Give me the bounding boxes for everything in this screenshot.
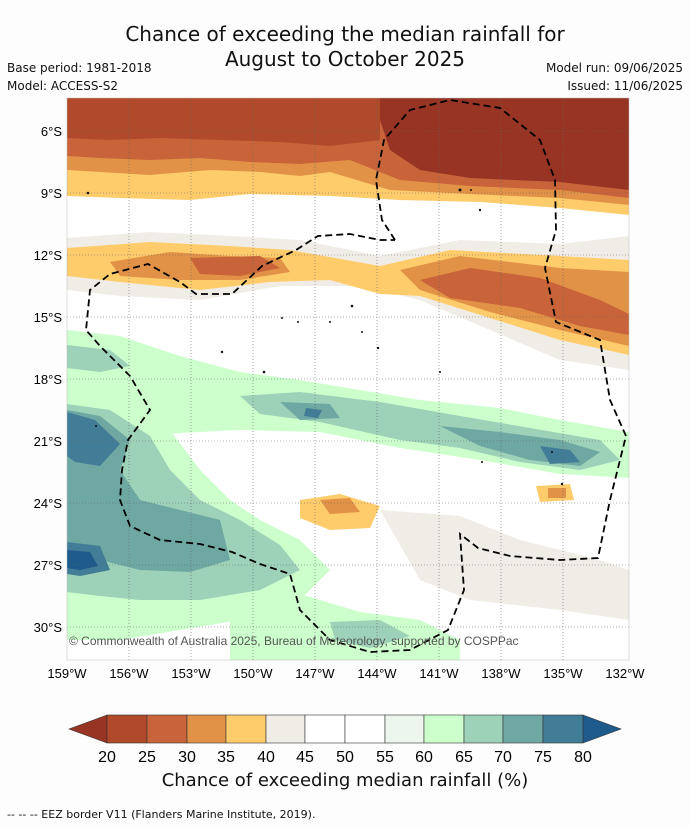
- wet-west-75: [67, 412, 120, 576]
- wet-band-75: [304, 408, 580, 464]
- base-period: Base period: 1981-2018: [7, 61, 152, 75]
- colorbar-bin: [344, 714, 386, 744]
- dry-band-20: [380, 98, 629, 190]
- lat-label: 6°S: [41, 124, 62, 139]
- colorbar-bin: [186, 714, 227, 744]
- islands: [86, 188, 564, 486]
- lon-label: 141°W: [419, 666, 459, 681]
- lon-label: 135°W: [543, 666, 583, 681]
- lon-label: 144°W: [357, 666, 397, 681]
- colorbar-tick: 50: [336, 749, 354, 766]
- lon-label: 159°W: [47, 666, 87, 681]
- colorbar-tick: 80: [574, 749, 592, 766]
- colorbar-low-extend: [68, 714, 108, 744]
- colorbar-bin: [225, 714, 267, 744]
- lon-label: 138°W: [481, 666, 521, 681]
- lat-label: 12°S: [34, 248, 63, 263]
- colorbar-bin: [304, 714, 346, 744]
- colorbar-bin: [542, 714, 584, 744]
- lat-label: 21°S: [34, 434, 63, 449]
- colorbar-bin: [463, 714, 504, 744]
- rainfall-field: [67, 98, 629, 660]
- dry-band-mid-25: [190, 256, 629, 335]
- colorbar-bin: [384, 714, 425, 744]
- lon-label: 153°W: [171, 666, 211, 681]
- map-frame: [66, 97, 630, 661]
- meta-right: Model run: 09/06/2025 Issued: 11/06/2025: [546, 59, 683, 95]
- colorbar-tick: 35: [217, 749, 235, 766]
- colorbar-tick: 45: [296, 749, 314, 766]
- colorbar-tick: 55: [376, 749, 394, 766]
- title-line-1: Chance of exceeding the median rainfall …: [125, 22, 565, 46]
- wet-west-80: [67, 550, 98, 570]
- neutral-patch-south: [380, 510, 629, 620]
- dry-band-west: [67, 98, 380, 146]
- eez-legend-note: -- -- -- EEZ border V11 (Flanders Marine…: [7, 808, 316, 821]
- lon-label: 156°W: [109, 666, 149, 681]
- lat-label: 27°S: [34, 558, 63, 573]
- colorbar-tick: 75: [534, 749, 552, 766]
- colorbar-tick: 60: [415, 749, 433, 766]
- lon-label: 132°W: [605, 666, 645, 681]
- colorbar-high-extend: [582, 714, 622, 744]
- lat-label: 24°S: [34, 496, 63, 511]
- eez-border: [85, 99, 627, 653]
- meta-left: Base period: 1981-2018 Model: ACCESS-S2: [7, 59, 152, 95]
- colorbar-bin: [502, 714, 544, 744]
- colorbar-tick: 25: [138, 749, 156, 766]
- colorbar: [68, 714, 622, 744]
- model-run: Model run: 09/06/2025: [545, 61, 683, 75]
- wet-band-70: [280, 402, 600, 466]
- lat-label: 15°S: [34, 310, 63, 325]
- colorbar-bin: [146, 714, 188, 744]
- colorbar-ticks: 20 25 30 35 40 45 50 55 60 65 70 75 80: [98, 749, 592, 766]
- title-line-2: August to October 2025: [224, 47, 466, 71]
- map-title: Chance of exceeding the median rainfall …: [0, 22, 690, 72]
- latitude-labels: 6°S 9°S 12°S 15°S 18°S 21°S 24°S 27°S 30…: [34, 124, 63, 635]
- copyright-notice: © Commonwealth of Australia 2025, Bureau…: [69, 634, 519, 648]
- colorbar-tick: 30: [178, 749, 196, 766]
- colorbar-tick: 40: [257, 749, 275, 766]
- lat-label: 30°S: [34, 620, 63, 635]
- colorbar-tick: 70: [494, 749, 512, 766]
- graticule: [67, 98, 629, 660]
- colorbar-bin: [265, 714, 306, 744]
- colorbar-tick: 20: [98, 749, 116, 766]
- dry-patch-24s-30: [320, 488, 566, 514]
- colorbar-bin: [423, 714, 465, 744]
- longitude-labels: 159°W 156°W 153°W 150°W 147°W 144°W 141°…: [47, 666, 645, 681]
- lat-label: 18°S: [34, 372, 63, 387]
- issued-date: Issued: 11/06/2025: [567, 79, 683, 93]
- colorbar-tick: 65: [455, 749, 473, 766]
- lon-label: 147°W: [295, 666, 335, 681]
- colorbar-bin: [106, 714, 148, 744]
- lat-label: 9°S: [41, 186, 62, 201]
- model-name: Model: ACCESS-S2: [7, 79, 119, 93]
- colorbar-label: Chance of exceeding median rainfall (%): [161, 770, 529, 791]
- lon-label: 150°W: [233, 666, 273, 681]
